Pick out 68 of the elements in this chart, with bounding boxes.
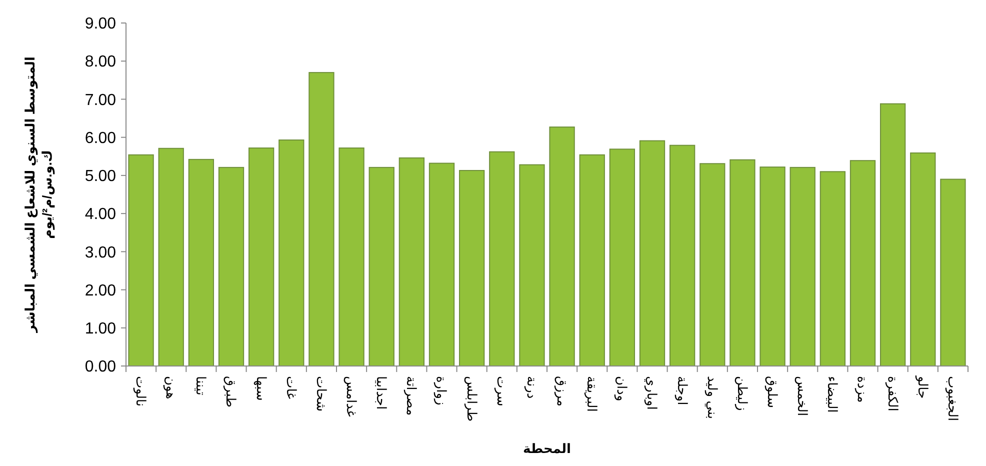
x-tick-label: درنة: [523, 376, 540, 399]
x-tick-label: البيضاء: [825, 376, 840, 413]
y-tick-label: 7.00: [84, 92, 116, 109]
bar: [850, 160, 876, 366]
bar: [458, 170, 485, 366]
bar: [730, 159, 756, 366]
x-tick-label: اوجلة: [674, 376, 690, 406]
bar: [428, 162, 455, 366]
bar: [248, 148, 274, 366]
bar: [128, 154, 154, 366]
y-axis-title: المتوسط السنوي للاشعاع الشمسي المباشر ك.و.س/م²/يوم: [22, 56, 56, 334]
bar: [338, 148, 364, 366]
y-tick-label: 4.00: [84, 206, 116, 224]
x-tick-label: طرابلس: [463, 376, 480, 422]
x-tick-label: زليطن: [734, 376, 750, 411]
bar: [760, 166, 786, 366]
x-tick-label: البريقة: [584, 376, 600, 412]
x-tick-label: تيننا: [194, 376, 209, 396]
y-tick-label: 9.00: [84, 16, 116, 33]
x-tick-label: مرزق: [553, 376, 570, 407]
bar: [609, 148, 636, 366]
y-tick-label: 5.00: [84, 168, 116, 186]
x-tick-label: سبها: [252, 376, 269, 401]
y-tick-label: 1.00: [84, 320, 116, 338]
bar: [820, 171, 846, 366]
x-tick-label: الكفرة: [884, 376, 900, 412]
bar: [790, 166, 816, 366]
x-tick-label: سلوق: [764, 376, 780, 408]
bar: [639, 140, 666, 366]
bar: [218, 166, 244, 366]
x-tick-label: جالو: [914, 375, 930, 399]
x-tick-label: هون: [162, 376, 179, 400]
bar: [519, 164, 545, 366]
y-tick-label: 3.00: [84, 244, 116, 262]
x-axis-title: المحطة: [523, 441, 571, 456]
bar: [489, 151, 515, 366]
y-tick-label: 8.00: [84, 54, 116, 71]
bar: [188, 158, 214, 366]
bar: [669, 144, 696, 366]
x-tick-label: زوارة: [433, 376, 450, 406]
x-tick-label: الخمس: [794, 376, 810, 416]
bar: [910, 152, 936, 366]
bar: [158, 148, 184, 366]
x-tick-label: غات: [284, 376, 299, 400]
bar: [549, 126, 575, 366]
x-tick-label: اجدابيا: [374, 376, 390, 410]
bar: [579, 154, 605, 366]
bar: [398, 157, 425, 366]
bar: [368, 166, 394, 366]
x-tick-label: بني وليد: [704, 376, 720, 419]
x-tick-label: اوباري: [644, 376, 660, 410]
bar: [700, 163, 726, 366]
y-tick-label: 6.00: [84, 130, 116, 147]
x-tick-label: نالوت: [132, 376, 148, 406]
x-tick-label: غدامس: [342, 376, 359, 417]
x-tick-label: شحات: [314, 376, 329, 412]
x-tick-label: ودان: [614, 376, 630, 402]
x-tick-label: مزدة: [854, 376, 870, 403]
bar: [940, 178, 966, 366]
bar: [278, 140, 304, 366]
x-tick-label: مصراتة: [403, 376, 420, 416]
x-tick-label: طبرق: [222, 376, 239, 408]
y-tick-label: 0.00: [84, 358, 116, 376]
bar: [880, 103, 906, 366]
x-tick-label: الجغبوب: [944, 376, 960, 422]
bar: [308, 72, 334, 366]
x-tick-label: سرت: [493, 376, 510, 406]
y-tick-label: 2.00: [84, 282, 116, 300]
